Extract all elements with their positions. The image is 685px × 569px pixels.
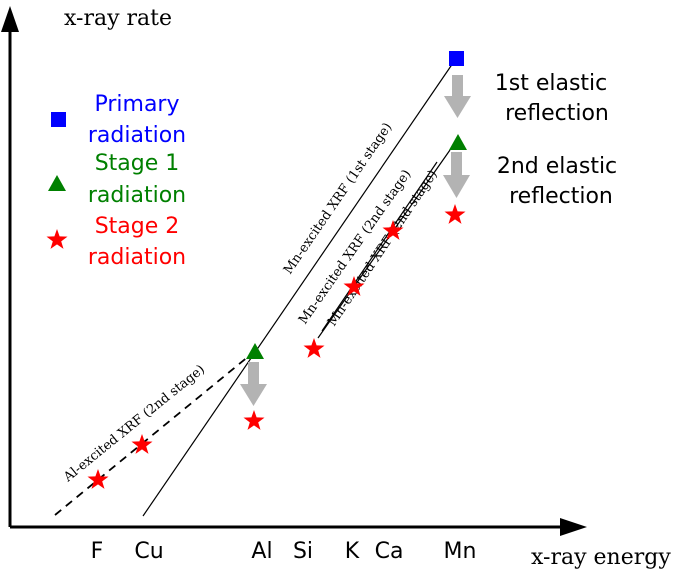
x-axis-label: x-ray energy [531, 545, 671, 569]
second-reflection-label-line1: 2nd elastic [497, 154, 617, 179]
second-reflection-arrow [443, 152, 470, 198]
legend-primary-line2: radiation [88, 123, 186, 148]
legend-stage2-line1: Stage 2 [95, 214, 180, 239]
legend-item-stage2: Stage 2 radiation [46, 214, 186, 270]
primary-radiation-marker-mn [449, 51, 464, 66]
stage1-marker-mn [449, 134, 467, 150]
label-al-excited-stage2: Al-excited XRF (2nd stage) [60, 362, 208, 486]
axes [1, 6, 587, 536]
mn-stage2-lower-line [321, 161, 438, 332]
y-axis-label: x-ray rate [64, 6, 172, 31]
al-reflection-arrow [240, 362, 267, 406]
tick-label-cu: Cu [134, 539, 163, 564]
legend-stage1-line2: radiation [88, 183, 186, 208]
stage2-marker-ca [382, 220, 404, 240]
mn-stage2-upper-line [317, 149, 451, 339]
stage2-marker-f [87, 469, 109, 489]
stage2-marker-k [343, 276, 365, 296]
tick-label-mn: Mn [444, 539, 477, 564]
tick-label-ca: Ca [375, 539, 404, 564]
legend-stage2-line2: radiation [88, 245, 186, 270]
legend-primary-line1: Primary [94, 92, 179, 117]
legend: Primary radiation Stage 1 radiation Stag… [46, 92, 186, 270]
stage1-marker-al [246, 343, 264, 359]
first-reflection-label-line1: 1st elastic [495, 71, 608, 96]
mn-stage1-line [142, 62, 454, 517]
y-axis-arrowhead [1, 6, 19, 32]
al-stage2-dashed-line [54, 350, 256, 516]
tick-label-k: K [345, 539, 360, 564]
stage2-markers [87, 204, 466, 489]
tick-label-f: F [91, 539, 104, 564]
legend-triangle-icon [48, 175, 66, 191]
legend-item-stage1: Stage 1 radiation [48, 151, 186, 208]
stage2-marker-cu [131, 434, 153, 454]
tick-labels: F Cu Al Si K Ca Mn [91, 539, 477, 564]
legend-stage1-line1: Stage 1 [95, 151, 180, 176]
reflection-arrows [240, 75, 471, 406]
stage2-marker-al [243, 410, 265, 430]
stage2-marker-mn [444, 204, 466, 224]
connection-lines [54, 62, 454, 517]
legend-star-icon [46, 229, 68, 249]
legend-item-primary: Primary radiation [51, 92, 186, 148]
tick-label-al: Al [251, 539, 272, 564]
x-axis-arrowhead [560, 518, 587, 536]
first-reflection-label-line2: reflection [505, 101, 609, 126]
legend-square-icon [51, 112, 66, 127]
first-reflection-arrow [444, 75, 471, 118]
tick-label-si: Si [293, 539, 313, 564]
reflection-labels: 1st elastic reflection 2nd elastic refle… [495, 71, 617, 209]
second-reflection-label-line2: reflection [509, 184, 613, 209]
stage2-marker-si [303, 338, 325, 358]
